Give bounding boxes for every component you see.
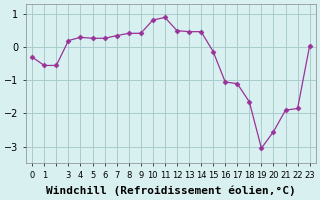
X-axis label: Windchill (Refroidissement éolien,°C): Windchill (Refroidissement éolien,°C) — [46, 185, 296, 196]
